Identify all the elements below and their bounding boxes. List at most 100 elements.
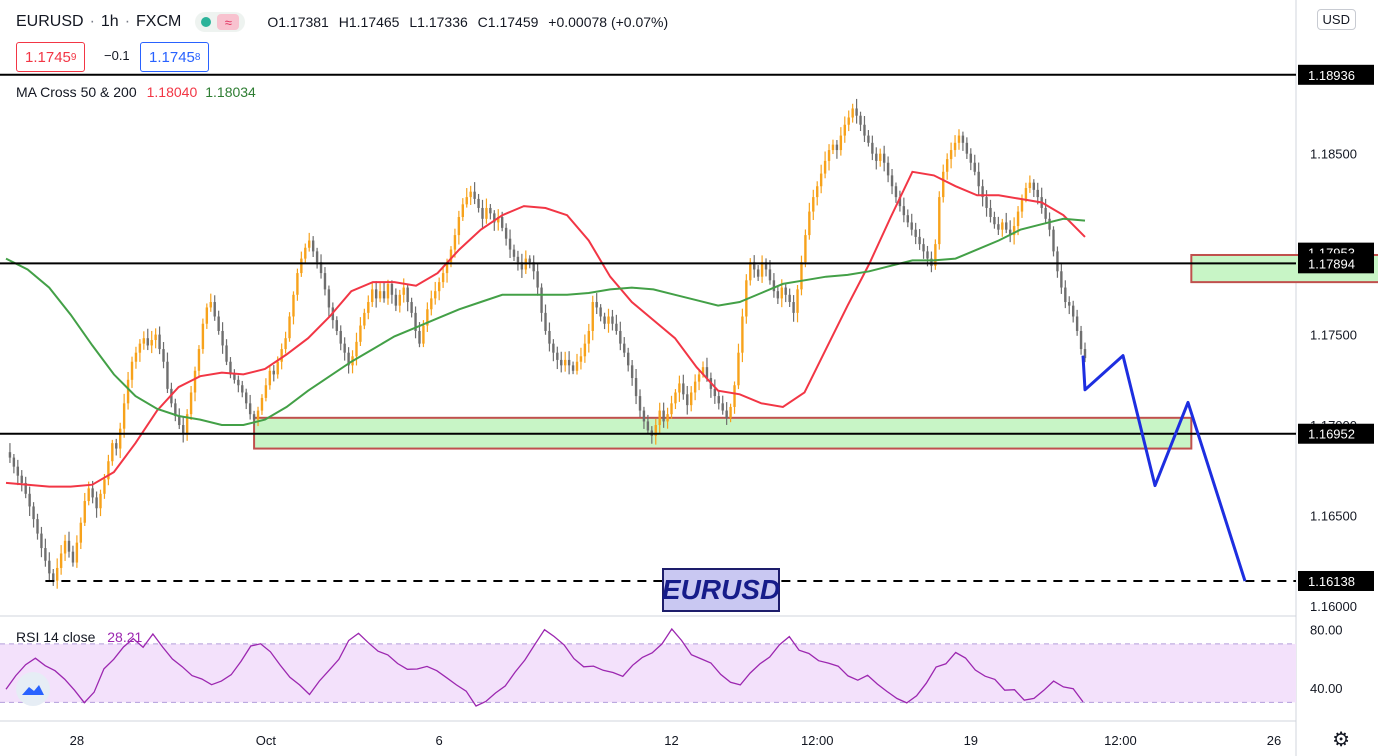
- candle: [764, 258, 768, 277]
- candle: [296, 268, 299, 301]
- tradingview-logo[interactable]: [16, 672, 50, 706]
- candle: [544, 304, 547, 335]
- gear-icon[interactable]: ⚙: [1332, 729, 1350, 751]
- candle: [914, 222, 917, 245]
- candle: [595, 293, 598, 315]
- candle: [284, 331, 287, 354]
- candle: [150, 330, 153, 354]
- candle: [406, 283, 409, 312]
- candle: [552, 339, 555, 362]
- candle: [233, 369, 236, 384]
- candle: [682, 374, 685, 400]
- candle: [591, 295, 594, 341]
- candle: [934, 239, 937, 270]
- candle: [536, 262, 539, 296]
- candle: [690, 386, 693, 412]
- ma50-value: 1.18040: [146, 84, 198, 100]
- rsi-label: RSI 14 close: [16, 629, 96, 645]
- candle: [1075, 309, 1079, 336]
- candle: [146, 328, 149, 351]
- rsi-legend[interactable]: RSI 14 close 28.21: [16, 629, 142, 645]
- candle: [154, 328, 157, 349]
- candle: [902, 197, 906, 223]
- candle: [784, 283, 787, 303]
- candle: [343, 337, 346, 361]
- candle: [107, 454, 110, 486]
- candle: [855, 98, 858, 124]
- candle: [1064, 280, 1067, 309]
- time-tick-label: 12: [664, 733, 678, 748]
- status-pill[interactable]: ≈: [195, 12, 246, 32]
- candle: [1079, 325, 1083, 355]
- candle: [264, 378, 268, 402]
- currency-button[interactable]: USD: [1316, 9, 1356, 30]
- candle: [658, 402, 661, 434]
- candle: [115, 438, 118, 456]
- candle: [209, 293, 212, 312]
- time-tick-label: 19: [964, 733, 978, 748]
- candle: [241, 380, 244, 398]
- candle: [1020, 194, 1024, 218]
- candle: [957, 129, 961, 150]
- candle: [481, 199, 484, 228]
- candle: [304, 243, 307, 264]
- candle: [1068, 296, 1071, 315]
- candle: [646, 414, 650, 434]
- price-tag-box: [1298, 570, 1374, 591]
- candle: [111, 439, 114, 466]
- candle: [477, 193, 480, 213]
- candle: [867, 130, 870, 147]
- candle: [993, 211, 996, 229]
- candle: [12, 453, 16, 474]
- candle: [248, 394, 252, 420]
- candle: [323, 267, 327, 296]
- candle: [1032, 179, 1036, 198]
- candle: [166, 352, 169, 394]
- projection-path: [1081, 354, 1247, 582]
- candle: [827, 144, 831, 171]
- candle: [221, 322, 224, 354]
- candle: [504, 223, 508, 246]
- candle: [367, 295, 370, 320]
- candle: [843, 116, 846, 143]
- candle: [122, 393, 126, 438]
- candle: [335, 316, 338, 336]
- candle: [686, 385, 689, 415]
- candle: [563, 351, 567, 372]
- mountain-icon: [22, 685, 44, 695]
- candle: [796, 285, 799, 323]
- candle: [1071, 300, 1075, 323]
- rsi-value: 28.21: [107, 629, 143, 645]
- candle: [95, 491, 98, 518]
- price-tag-label: 1.16138: [1308, 574, 1355, 589]
- candle: [426, 302, 429, 332]
- price-tick-label: 1.16500: [1310, 509, 1357, 524]
- candle: [729, 403, 732, 423]
- candle: [863, 116, 866, 142]
- candle: [1056, 246, 1059, 278]
- candle: [371, 281, 374, 307]
- candle: [434, 281, 437, 305]
- candle: [489, 204, 492, 220]
- candle: [1044, 198, 1047, 224]
- candle: [394, 288, 398, 312]
- candle: [945, 153, 949, 180]
- candle: [461, 198, 465, 221]
- candle: [528, 255, 531, 269]
- symbol-title[interactable]: EURUSD: [16, 13, 84, 30]
- interval-label[interactable]: 1h: [100, 13, 119, 30]
- candle: [882, 145, 886, 172]
- candle: [942, 164, 945, 203]
- candle: [311, 236, 315, 258]
- ma-legend[interactable]: MA Cross 50 & 200 1.18040 1.18034: [16, 84, 256, 100]
- ma-label: MA Cross 50 & 200: [16, 84, 137, 100]
- candle: [532, 255, 535, 280]
- candle: [918, 229, 921, 250]
- candle: [847, 110, 850, 132]
- sell-price-button[interactable]: 1.1745 9: [16, 42, 86, 72]
- candle: [859, 111, 862, 132]
- buy-price-button[interactable]: 1.1745 8: [140, 42, 210, 72]
- candle: [670, 395, 673, 419]
- candle: [28, 486, 31, 517]
